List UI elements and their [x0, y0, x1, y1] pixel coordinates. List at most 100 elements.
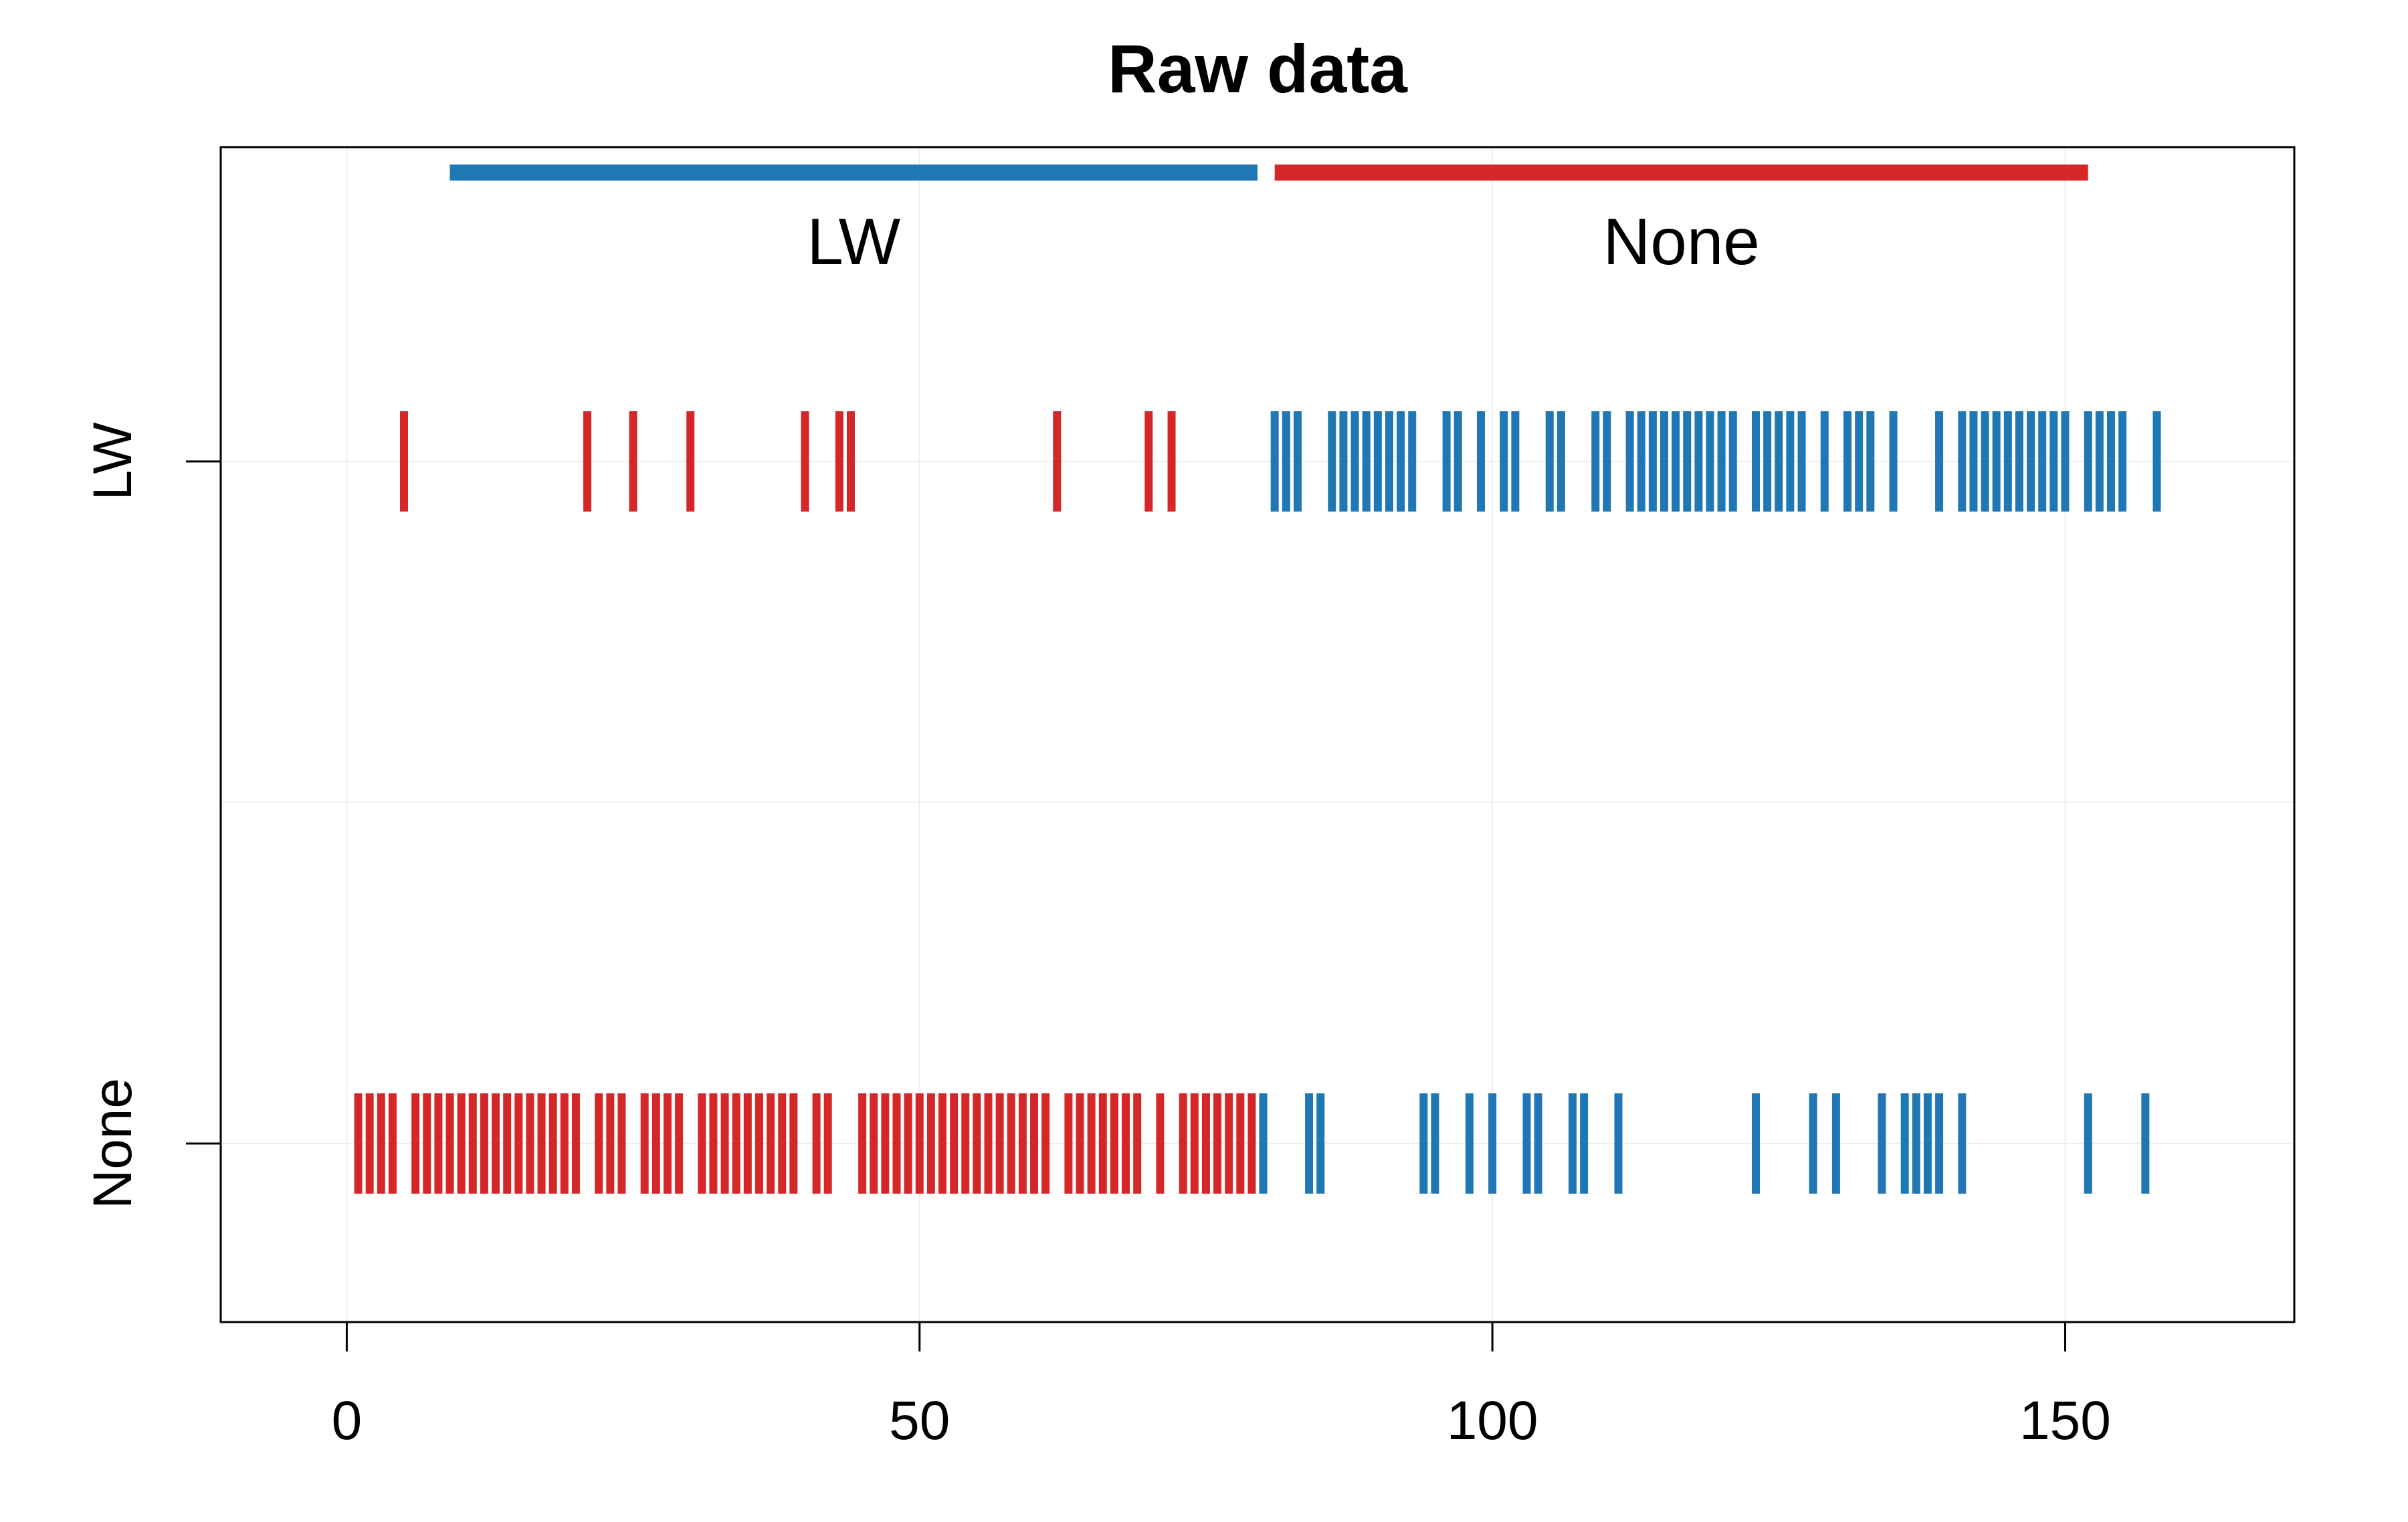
data-tick [388, 1093, 397, 1194]
phase-label: LW [807, 205, 900, 278]
data-tick [2084, 1093, 2092, 1194]
data-tick [1408, 411, 1417, 512]
data-tick [1293, 411, 1302, 512]
data-tick [492, 1093, 500, 1194]
data-tick [1866, 411, 1875, 512]
data-tick [1167, 411, 1176, 512]
data-tick [1098, 1093, 1107, 1194]
phase-bar [449, 165, 1258, 181]
data-tick [995, 1093, 1004, 1194]
data-tick [411, 1093, 420, 1194]
phase-label: None [1603, 205, 1760, 278]
data-tick [1465, 1093, 1474, 1194]
data-tick [1064, 1093, 1073, 1194]
data-tick [1041, 1093, 1050, 1194]
data-tick [812, 1093, 821, 1194]
data-tick [457, 1093, 466, 1194]
data-tick [1522, 1093, 1531, 1194]
data-tick [1992, 411, 2001, 512]
data-tick [973, 1093, 981, 1194]
data-tick [1683, 411, 1692, 512]
data-tick [1775, 411, 1783, 512]
data-tick [1717, 411, 1726, 512]
x-tick-label: 0 [332, 1390, 363, 1451]
data-tick [617, 1093, 626, 1194]
y-tick-label: LW [82, 422, 143, 501]
data-tick [1591, 411, 1600, 512]
data-tick [1350, 411, 1359, 512]
data-tick [1752, 1093, 1761, 1194]
x-axis: 0 50 100 150 [332, 1321, 2111, 1451]
data-ticks [354, 411, 2161, 1194]
data-tick [2106, 411, 2115, 512]
data-tick [2049, 411, 2058, 512]
data-tick [915, 1093, 924, 1194]
data-tick [789, 1093, 798, 1194]
data-tick [1053, 411, 1062, 512]
data-tick [1305, 1093, 1314, 1194]
data-tick [1797, 411, 1806, 512]
data-tick [480, 1093, 488, 1194]
data-tick [629, 411, 637, 512]
data-tick [1648, 411, 1657, 512]
data-tick [1889, 411, 1898, 512]
x-tick-label: 50 [889, 1390, 950, 1451]
data-tick [1958, 411, 1967, 512]
data-tick [1672, 411, 1680, 512]
data-tick [1900, 1093, 1909, 1194]
data-tick [801, 411, 809, 512]
data-tick [1442, 411, 1451, 512]
data-tick [1259, 1093, 1268, 1194]
data-tick [1144, 411, 1153, 512]
data-tick [1660, 411, 1669, 512]
data-tick [1694, 411, 1703, 512]
data-tick [938, 1093, 947, 1194]
data-tick [698, 1093, 706, 1194]
data-tick [537, 1093, 546, 1194]
data-tick [720, 1093, 729, 1194]
data-tick [1557, 411, 1565, 512]
data-tick [1316, 1093, 1325, 1194]
data-tick [400, 411, 409, 512]
data-tick [503, 1093, 512, 1194]
data-tick [1007, 1093, 1015, 1194]
data-tick [1878, 1093, 1886, 1194]
data-tick [1728, 411, 1737, 512]
data-tick [835, 411, 843, 512]
data-tick [858, 1093, 867, 1194]
data-tick [870, 1093, 878, 1194]
data-tick [1969, 411, 1978, 512]
data-tick [1247, 1093, 1256, 1194]
data-tick [1213, 1093, 1222, 1194]
data-tick [606, 1093, 615, 1194]
data-tick [595, 1093, 603, 1194]
data-tick [1110, 1093, 1118, 1194]
data-tick [778, 1093, 787, 1194]
data-tick [755, 1093, 763, 1194]
data-tick [1603, 411, 1611, 512]
data-tick [514, 1093, 523, 1194]
data-tick [1706, 411, 1714, 512]
data-tick [2152, 411, 2161, 512]
data-tick [1133, 1093, 1142, 1194]
data-tick [1397, 411, 1405, 512]
data-tick [1122, 1093, 1130, 1194]
data-tick [1190, 1093, 1199, 1194]
phase-bar [1274, 165, 2088, 181]
data-tick [1431, 1093, 1439, 1194]
data-tick [984, 1093, 993, 1194]
data-tick [640, 1093, 649, 1194]
data-tick [1236, 1093, 1245, 1194]
data-tick [1282, 411, 1290, 512]
data-tick [1923, 1093, 1932, 1194]
phase-bars: LW None [449, 165, 2088, 278]
data-tick [1476, 411, 1485, 512]
data-tick [560, 1093, 569, 1194]
data-tick [1831, 1093, 1840, 1194]
data-tick [2061, 411, 2070, 512]
data-tick [1201, 1093, 1210, 1194]
data-tick [1912, 1093, 1920, 1194]
data-tick [1545, 411, 1554, 512]
